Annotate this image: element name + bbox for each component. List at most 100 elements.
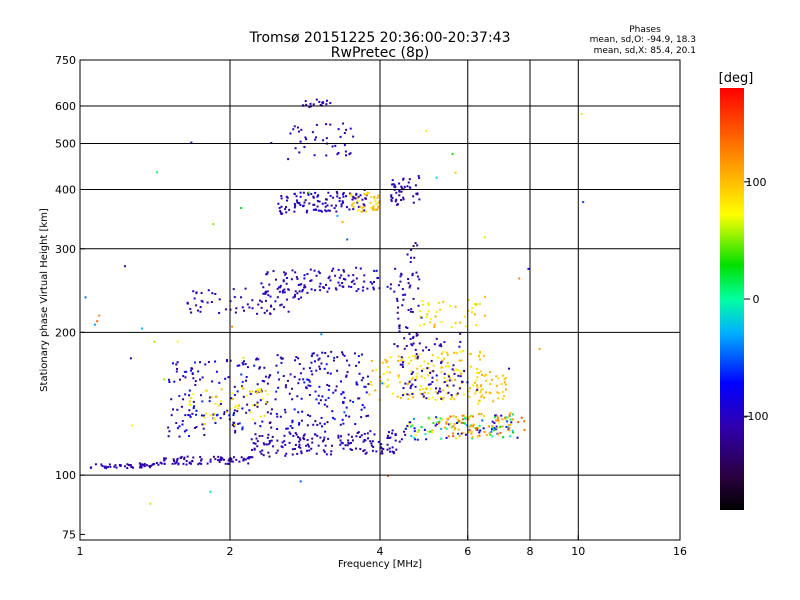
data-point xyxy=(414,434,417,437)
data-point xyxy=(408,186,411,189)
data-point xyxy=(281,357,284,360)
data-point xyxy=(297,436,300,439)
data-point xyxy=(331,269,334,272)
data-point xyxy=(230,458,233,461)
data-point xyxy=(350,280,353,283)
data-point xyxy=(429,387,432,390)
data-point xyxy=(195,425,198,428)
data-point xyxy=(282,306,285,309)
data-point xyxy=(363,209,366,212)
data-point xyxy=(425,346,428,349)
data-point xyxy=(347,285,350,288)
data-point xyxy=(383,382,386,385)
data-point xyxy=(401,366,404,369)
data-point xyxy=(281,289,284,292)
data-point xyxy=(389,436,392,439)
data-point xyxy=(293,192,296,195)
data-point xyxy=(395,198,398,201)
data-point xyxy=(242,360,245,363)
data-point xyxy=(408,178,411,181)
data-point xyxy=(448,423,451,426)
data-point xyxy=(215,370,218,373)
data-point xyxy=(344,444,347,447)
data-point xyxy=(359,205,362,208)
data-point xyxy=(447,365,450,368)
data-point xyxy=(210,301,213,304)
data-point xyxy=(503,378,506,381)
data-point xyxy=(342,277,345,280)
data-point xyxy=(402,357,405,360)
data-point xyxy=(234,429,237,432)
data-point xyxy=(462,431,465,434)
data-point xyxy=(356,431,359,434)
data-point xyxy=(293,206,296,209)
data-point xyxy=(483,314,486,317)
data-point xyxy=(114,464,117,467)
data-point xyxy=(424,386,427,389)
data-point xyxy=(238,422,241,425)
data-point xyxy=(326,371,329,374)
data-point xyxy=(306,414,309,417)
data-point xyxy=(316,195,319,198)
data-point xyxy=(259,399,262,402)
data-point xyxy=(182,462,185,465)
data-point xyxy=(290,278,293,281)
data-point xyxy=(310,370,313,373)
data-point xyxy=(329,102,332,105)
data-point xyxy=(391,429,394,432)
data-point xyxy=(195,413,198,416)
data-point xyxy=(276,439,279,442)
data-point xyxy=(251,456,254,459)
data-point xyxy=(157,463,160,466)
data-point xyxy=(163,459,166,462)
data-point xyxy=(480,384,483,387)
data-point xyxy=(344,278,347,281)
data-point xyxy=(366,287,369,290)
data-point xyxy=(392,183,395,186)
data-point xyxy=(312,423,315,426)
data-point xyxy=(427,310,430,313)
data-point xyxy=(437,390,440,393)
data-point xyxy=(294,147,297,150)
data-point xyxy=(327,355,330,358)
data-point xyxy=(251,448,254,451)
data-point xyxy=(345,359,348,362)
data-point xyxy=(270,408,273,411)
data-point xyxy=(336,369,339,372)
data-point xyxy=(476,428,479,431)
data-point xyxy=(325,363,328,366)
data-point xyxy=(398,330,401,333)
data-point xyxy=(501,397,504,400)
data-point xyxy=(462,421,465,424)
data-point xyxy=(490,430,493,433)
data-point xyxy=(295,276,298,279)
data-point xyxy=(295,356,298,359)
data-point xyxy=(223,413,226,416)
data-point xyxy=(336,214,339,217)
data-point xyxy=(262,454,265,457)
data-point xyxy=(350,448,353,451)
data-point xyxy=(468,352,471,355)
data-point xyxy=(301,288,304,291)
data-point xyxy=(279,415,282,418)
data-point xyxy=(416,372,419,375)
data-point xyxy=(473,381,476,384)
data-point xyxy=(207,360,210,363)
data-point xyxy=(343,354,346,357)
data-point xyxy=(317,209,320,212)
data-point xyxy=(485,391,488,394)
data-point xyxy=(416,275,419,278)
data-point xyxy=(348,153,351,156)
data-point xyxy=(414,184,417,187)
data-point xyxy=(310,361,313,364)
data-point xyxy=(299,438,302,441)
data-point xyxy=(233,394,236,397)
data-point xyxy=(388,431,391,434)
data-point xyxy=(360,434,363,437)
data-point xyxy=(243,309,246,312)
data-point xyxy=(303,438,306,441)
data-point xyxy=(248,306,251,309)
data-point xyxy=(286,427,289,430)
data-point xyxy=(175,370,178,373)
data-point xyxy=(305,444,308,447)
